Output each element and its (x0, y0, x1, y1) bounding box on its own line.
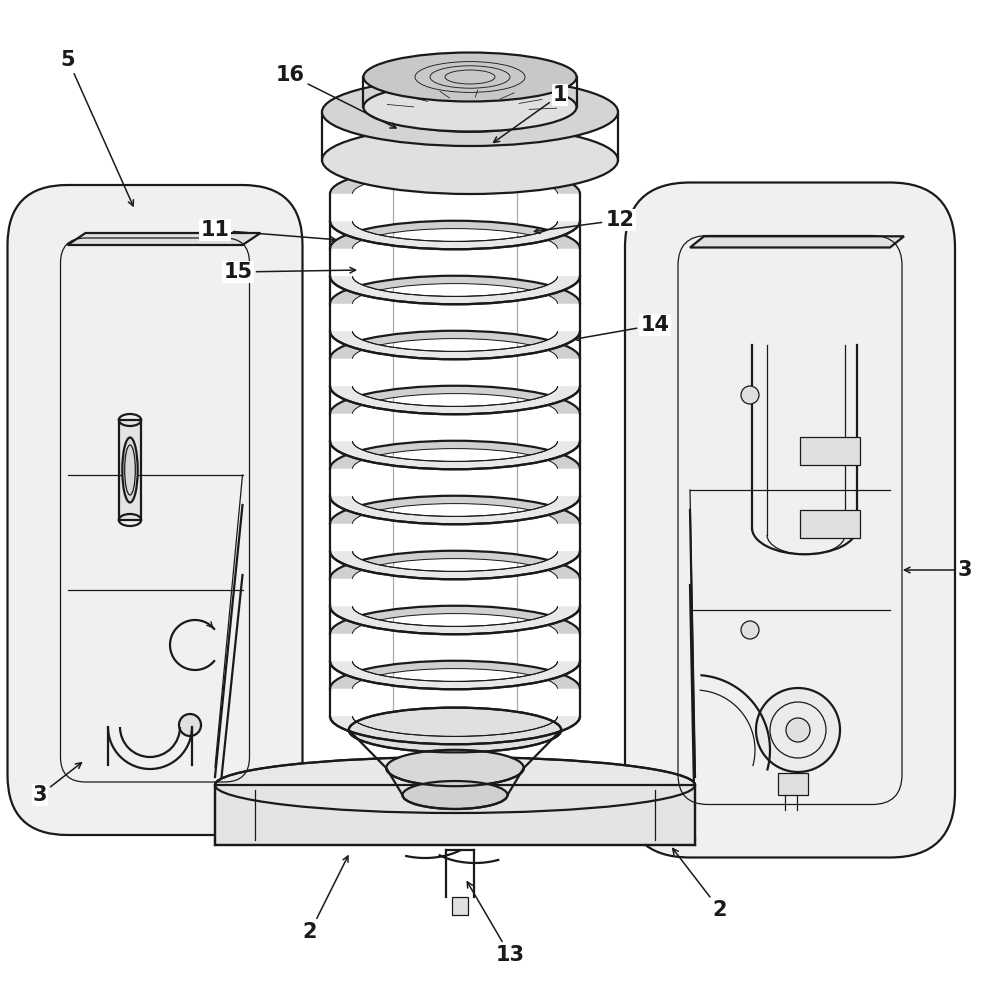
Polygon shape (690, 236, 904, 247)
Polygon shape (330, 606, 580, 634)
Text: 15: 15 (223, 262, 356, 282)
Ellipse shape (402, 781, 508, 809)
Text: 13: 13 (467, 882, 524, 965)
Text: 16: 16 (276, 65, 396, 128)
Circle shape (741, 621, 759, 639)
Polygon shape (330, 441, 580, 469)
Text: 3: 3 (904, 560, 972, 580)
FancyBboxPatch shape (8, 185, 302, 835)
Polygon shape (330, 386, 580, 414)
Ellipse shape (363, 53, 577, 101)
Text: 11: 11 (200, 220, 336, 242)
Bar (800, 437, 860, 465)
Polygon shape (330, 221, 580, 249)
Polygon shape (330, 716, 580, 744)
Polygon shape (330, 661, 580, 689)
Bar (800, 510, 860, 538)
Circle shape (741, 386, 759, 404)
Polygon shape (330, 551, 580, 579)
Polygon shape (330, 496, 580, 524)
Polygon shape (330, 221, 580, 249)
Text: 2: 2 (673, 849, 727, 920)
Text: 2: 2 (303, 856, 348, 942)
Polygon shape (330, 551, 580, 579)
Circle shape (179, 714, 201, 736)
Ellipse shape (386, 750, 524, 786)
Text: 14: 14 (574, 315, 670, 341)
Polygon shape (330, 331, 580, 359)
Polygon shape (330, 496, 580, 524)
Polygon shape (330, 441, 580, 469)
Polygon shape (330, 331, 580, 359)
Polygon shape (330, 606, 580, 634)
Bar (778, 773, 808, 795)
Ellipse shape (122, 438, 138, 502)
Ellipse shape (322, 126, 618, 194)
Polygon shape (215, 785, 695, 845)
Polygon shape (330, 276, 580, 304)
Polygon shape (330, 661, 580, 689)
Circle shape (786, 718, 810, 742)
Bar (119, 420, 141, 520)
Ellipse shape (349, 708, 561, 752)
Ellipse shape (322, 78, 618, 146)
Text: 1: 1 (494, 85, 567, 142)
Polygon shape (330, 276, 580, 304)
Polygon shape (68, 233, 260, 245)
Bar (452, 897, 468, 915)
Ellipse shape (215, 757, 695, 813)
Text: 5: 5 (61, 50, 133, 206)
Polygon shape (330, 166, 580, 194)
FancyBboxPatch shape (625, 182, 955, 858)
Circle shape (756, 688, 840, 772)
Text: 3: 3 (33, 763, 81, 805)
Ellipse shape (363, 83, 577, 131)
Polygon shape (330, 386, 580, 414)
Text: 12: 12 (534, 210, 635, 233)
